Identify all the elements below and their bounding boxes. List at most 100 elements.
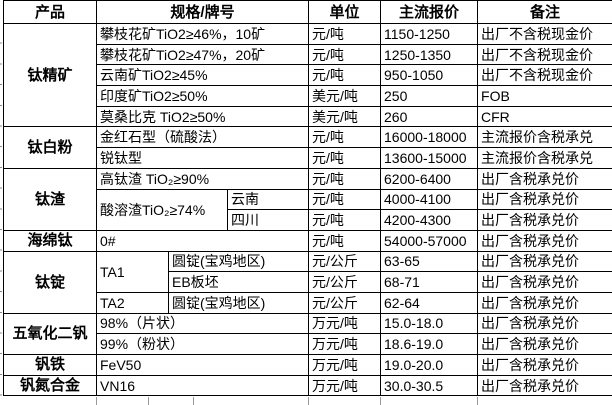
table-header-row: 产品 规格/牌号 单位 主流报价 备注 xyxy=(3,0,612,24)
price-table: 产品 规格/牌号 单位 主流报价 备注 钛精矿 攀枝花矿TiO2≥46%，10矿… xyxy=(3,0,612,397)
product-cell-ti-dioxide: 钛白粉 xyxy=(3,126,97,169)
spec-cell: 圆锭(宝鸡地区) xyxy=(167,250,310,273)
product-cell-ferrovanadium: 钒铁 xyxy=(3,354,97,376)
price-cell: 18.6-19.0 xyxy=(380,333,479,355)
note-cell: 出厂含税承兑价 xyxy=(477,291,612,314)
price-cell: 68-71 xyxy=(380,271,479,293)
unit-cell: 元/吨 xyxy=(308,23,382,45)
price-cell: 63-65 xyxy=(380,250,479,273)
header-unit: 单位 xyxy=(308,0,382,24)
unit-cell: 万元/吨 xyxy=(308,312,382,335)
table-row: 印度矿TiO2≥50% 美元/吨 250 FOB xyxy=(4,85,612,107)
table-row: 莫桑比克 TiO2≥50% 美元/吨 260 CFR xyxy=(4,105,612,128)
unit-cell: 元/公斤 xyxy=(308,250,382,273)
spec-cell: 锐钛型 xyxy=(95,147,310,169)
unit-cell: 元/吨 xyxy=(308,43,382,66)
spec-cell: 攀枝花矿TiO2≥47%，20矿 xyxy=(95,43,310,66)
unit-cell: 万元/吨 xyxy=(308,354,382,376)
spec-cell: 印度矿TiO2≥50% xyxy=(95,85,310,107)
spec-cell: 攀枝花矿TiO2≥46%，10矿 xyxy=(95,23,310,45)
note-cell: 出厂含税承兑价 xyxy=(477,271,612,293)
price-cell: 1250-1350 xyxy=(380,43,479,66)
note-cell: 出厂含税承兑价 xyxy=(477,188,612,211)
spec-cell: VN16 xyxy=(95,374,310,397)
table-row: 海绵钛 0# 元/吨 54000-57000 出厂含税承兑价 xyxy=(3,229,612,252)
unit-cell: 元/吨 xyxy=(308,126,382,149)
note-cell: 出厂含税承兑价 xyxy=(477,312,612,335)
note-cell: 出厂含税承兑价 xyxy=(477,354,612,376)
price-cell: 30.0-30.5 xyxy=(380,374,479,397)
spec-cell: 高钛渣 TiO₂≥90% xyxy=(95,167,310,190)
unit-cell: 万元/吨 xyxy=(308,374,382,397)
unit-cell: 元/吨 xyxy=(308,147,382,169)
note-cell: 出厂含税承兑价 xyxy=(477,229,612,252)
note-cell: 出厂不含税现金价 xyxy=(477,43,612,66)
price-cell: 260 xyxy=(380,105,479,128)
unit-cell: 美元/吨 xyxy=(308,85,382,107)
note-cell: CFR xyxy=(477,105,612,128)
note-cell: 主流报价含税承兑 xyxy=(477,126,612,149)
spec-cell: 圆锭(宝鸡地区) xyxy=(167,291,310,314)
product-cell-v-pentoxide: 五氧化二钒 xyxy=(3,312,97,356)
table-row: 钛白粉 金红石型（硫酸法） 元/吨 16000-18000 主流报价含税承兑 xyxy=(3,126,612,169)
note-cell: 出厂含税承兑价 xyxy=(477,167,612,190)
grade-cell: TA1 xyxy=(96,250,169,293)
note-cell: FOB xyxy=(477,85,612,107)
table-row: 五氧化二钒 98%（片状） 万元/吨 15.0-18.0 出厂含税承兑价 xyxy=(3,312,612,356)
gridline-stub xyxy=(380,397,381,405)
price-cell: 1150-1250 xyxy=(380,23,479,45)
spec-cell: 99%（粉状） xyxy=(95,333,310,355)
note-cell: 出厂含税承兑价 xyxy=(477,209,612,231)
price-cell: 15.0-18.0 xyxy=(380,312,479,335)
note-cell: 出厂含税承兑价 xyxy=(477,333,612,355)
unit-cell: 万元/吨 xyxy=(308,333,382,355)
header-spec: 规格/牌号 xyxy=(95,0,310,24)
header-note: 备注 xyxy=(477,0,612,24)
table-row: 锐钛型 元/吨 13600-15000 主流报价含税承兑 xyxy=(4,147,612,169)
spec-cell: FeV50 xyxy=(95,354,310,376)
table-row: 钛渣 高钛渣 TiO₂≥90% 元/吨 6200-6400 出厂含税承兑价 xyxy=(3,167,612,231)
price-cell: 950-1050 xyxy=(380,64,479,87)
note-cell: 出厂不含税现金价 xyxy=(477,64,612,87)
table-row: 酸溶渣TiO₂≥74% 云南 元/吨 4000-4100 出厂含税承兑价 xyxy=(4,188,612,231)
region-cell: 四川 xyxy=(226,209,310,231)
spec-cell: 0# xyxy=(95,229,310,252)
price-table-container: 产品 规格/牌号 单位 主流报价 备注 钛精矿 攀枝花矿TiO2≥46%，10矿… xyxy=(3,0,612,397)
price-cell: 54000-57000 xyxy=(380,229,479,252)
note-cell: 出厂不含税现金价 xyxy=(477,23,612,45)
row-gridline-stubs xyxy=(0,23,2,397)
unit-cell: 元/吨 xyxy=(308,229,382,252)
price-cell: 250 xyxy=(380,85,479,107)
spec-cell: 98%（片状） xyxy=(95,312,310,335)
gridline-stub xyxy=(477,397,478,405)
product-cell-ti-slag: 钛渣 xyxy=(3,167,97,231)
note-cell: 主流报价含税承兑 xyxy=(477,147,612,169)
gridline-stub xyxy=(308,397,309,405)
price-cell: 16000-18000 xyxy=(380,126,479,149)
grade-cell: TA2 xyxy=(96,291,169,314)
unit-cell: 元/吨 xyxy=(308,188,382,211)
table-row: 99%（粉状） 万元/吨 18.6-19.0 出厂含税承兑价 xyxy=(4,333,612,355)
table-row: 钒氮合金 VN16 万元/吨 30.0-30.5 出厂含税承兑价 xyxy=(3,374,612,397)
spec-cell: 酸溶渣TiO₂≥74% xyxy=(96,188,228,231)
table-row: 钛精矿 攀枝花矿TiO2≥46%，10矿 元/吨 1150-1250 出厂不含税… xyxy=(3,22,612,128)
product-cell-ti-sponge: 海绵钛 xyxy=(3,229,97,252)
unit-cell: 元/公斤 xyxy=(308,291,382,314)
spec-cell: 莫桑比克 TiO2≥50% xyxy=(95,105,310,128)
product-cell-vn-alloy: 钒氮合金 xyxy=(3,374,97,397)
gridline-stub xyxy=(193,397,194,405)
price-cell: 13600-15000 xyxy=(380,147,479,169)
price-cell: 62-64 xyxy=(380,291,479,314)
unit-cell: 美元/吨 xyxy=(308,105,382,128)
price-cell: 4000-4100 xyxy=(380,188,479,211)
unit-cell: 元/公斤 xyxy=(308,271,382,293)
spec-cell: EB板坯 xyxy=(167,271,310,293)
table-row: TA2 圆锭(宝鸡地区) 元/公斤 62-64 出厂含税承兑价 xyxy=(4,291,612,314)
price-cell: 4200-4300 xyxy=(380,209,479,231)
price-cell: 19.0-20.0 xyxy=(380,354,479,376)
unit-cell: 元/吨 xyxy=(308,209,382,231)
price-cell: 6200-6400 xyxy=(380,167,479,190)
spec-cell: 云南矿TiO2≥45% xyxy=(95,64,310,87)
note-cell: 出厂含税承兑价 xyxy=(477,250,612,273)
unit-cell: 元/吨 xyxy=(308,167,382,190)
